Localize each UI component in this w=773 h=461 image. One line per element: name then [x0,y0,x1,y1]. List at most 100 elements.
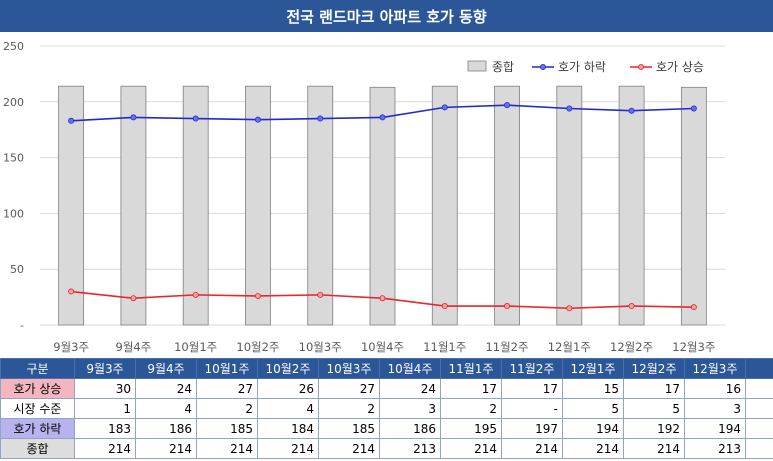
bar-total [245,85,271,326]
point-price-up [566,305,573,312]
table-cell: - [501,398,563,419]
table-header-cell: 10월3주 [318,358,380,379]
table-cell: 214 [440,438,502,459]
x-tick-label: 12월1주 [548,340,591,354]
table-header-cell: 12월3주 [684,358,746,379]
table-cell: 185 [318,418,380,439]
x-tick-label: 9월3주 [53,340,89,354]
point-price-down [379,114,386,121]
point-price-down [254,116,261,123]
x-tick-label: 11월1주 [423,340,466,354]
table-header-cell: 10월4주 [379,358,441,379]
table-cell: 214 [562,438,624,459]
legend-label-price-up: 호가 상승 [656,60,704,74]
point-price-up [254,292,261,299]
chart-plot: - 50 100 150 200 250 9월3주 9월4주 10월1주 10월2주 10월3주 10… [3,40,725,354]
point-price-down [504,102,511,109]
table-header-spacer [745,358,773,379]
bar-total [369,86,396,326]
table-cell: 26 [257,378,319,399]
table-cell: 195 [440,418,502,439]
point-price-up [628,303,635,310]
y-tick-label: - [20,319,24,332]
table-header-cell: 9월3주 [74,358,136,379]
table-cell: 2 [440,398,502,419]
legend-marker [638,64,645,71]
bar-total [307,85,334,326]
point-price-down [317,115,324,122]
x-tick-label: 10월1주 [174,340,217,354]
table-cell: 184 [257,418,319,439]
point-price-up [192,291,199,298]
point-price-down [68,117,75,124]
table-row-price-up: 호가 상승 30 24 27 26 27 24 17 17 15 17 16 [0,378,773,399]
table-spacer-cell [745,398,773,419]
point-price-down [130,114,137,121]
y-tick-label: 200 [3,96,24,109]
y-tick-label: 150 [3,152,24,165]
row-label: 종합 [0,438,75,459]
table-cell: 15 [562,378,624,399]
bar-total [182,85,209,326]
legend-marker [540,64,547,71]
table-cell: 214 [196,438,258,459]
table-cell: 24 [135,378,197,399]
x-tick-label: 10월4주 [361,340,404,354]
x-tick-label: 10월2주 [236,340,279,354]
table-cell: 3 [684,398,746,419]
chart-title: 전국 랜드마크 아파트 호가 동향 [0,0,773,32]
table-header-row: 구분 9월3주 9월4주 10월1주 10월2주 10월3주 10월4주 11월… [0,358,773,379]
table-cell: 194 [684,418,746,439]
table-cell: 27 [196,378,258,399]
table-cell: 1 [74,398,136,419]
table-row-market-level: 시장 수준 1 4 2 4 2 3 2 - 5 5 3 [0,398,773,419]
table-cell: 213 [379,438,441,459]
table-cell: 5 [562,398,624,419]
bar-total [120,85,147,326]
table-cell: 197 [501,418,563,439]
table-header-cell: 10월2주 [257,358,319,379]
point-price-down [628,107,635,114]
table-cell: 185 [196,418,258,439]
point-price-down [192,115,199,122]
table-cell: 214 [74,438,136,459]
table-cell: 24 [379,378,441,399]
legend-label-price-down: 호가 하락 [558,60,606,74]
data-table: 구분 9월3주 9월4주 10월1주 10월2주 10월3주 10월4주 11월… [0,358,773,459]
table-cell: 17 [440,378,502,399]
table-cell: 214 [501,438,563,459]
bar-total [58,85,85,326]
bar-total [494,85,520,326]
point-price-down [566,105,573,112]
table-cell: 2 [196,398,258,419]
table-cell: 194 [562,418,624,439]
table-cell: 213 [684,438,746,459]
table-header-cell: 11월1주 [440,358,502,379]
table-cell: 186 [379,418,441,439]
point-price-up [441,303,448,310]
table-cell: 3 [379,398,441,419]
point-price-down [690,105,697,112]
table-cell: 4 [257,398,319,419]
table-header-cell: 9월4주 [135,358,197,379]
table-spacer-cell [745,438,773,459]
table-cell: 183 [74,418,136,439]
table-header-cell: 11월2주 [501,358,563,379]
table-cell: 17 [623,378,685,399]
table-cell: 214 [318,438,380,459]
table-cell: 16 [684,378,746,399]
bar-total [556,85,583,326]
y-tick-label: 250 [3,40,24,53]
x-tick-label: 12월2주 [610,340,653,354]
bar-total [680,86,707,326]
table-cell: 192 [623,418,685,439]
table-cell: 2 [318,398,380,419]
table-cell: 30 [74,378,136,399]
y-tick-label: 100 [3,207,24,220]
x-tick-label: 9월4주 [116,340,152,354]
row-label: 시장 수준 [0,398,75,419]
table-cell: 186 [135,418,197,439]
table-header-label: 구분 [0,358,75,379]
point-price-up [317,291,324,298]
